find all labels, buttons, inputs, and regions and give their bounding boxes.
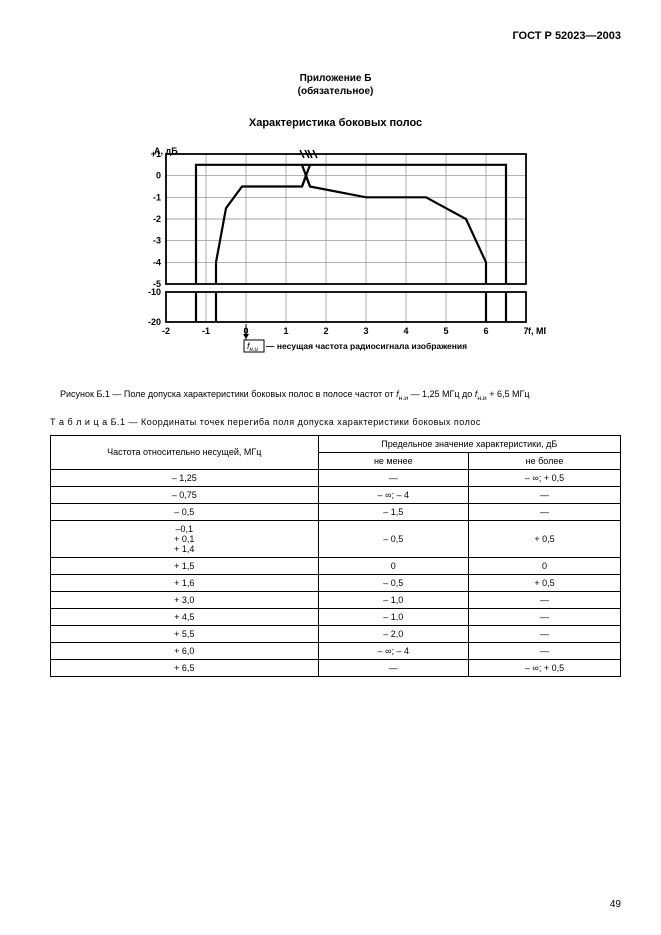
col-group-header: Предельное значение характеристики, дБ: [318, 435, 620, 452]
cell-freq: + 6,0: [51, 642, 319, 659]
section-title: Характеристика боковых полос: [50, 117, 621, 129]
document-id: ГОСТ Р 52023—2003: [50, 30, 621, 42]
cell-min: – 2,0: [318, 625, 468, 642]
svg-text:3: 3: [363, 326, 368, 336]
cell-freq: – 1,25: [51, 469, 319, 486]
col1-header: Частота относительно несущей, МГц: [51, 435, 319, 469]
svg-text:-1: -1: [201, 326, 209, 336]
table-row: + 6,5—– ∞; + 0,5: [51, 659, 621, 676]
cell-freq: + 6,5: [51, 659, 319, 676]
svg-text:-2: -2: [161, 326, 169, 336]
table-row: + 5,5– 2,0—: [51, 625, 621, 642]
cell-max: —: [468, 591, 620, 608]
table-row: –0,1 + 0,1 + 1,4– 0,5+ 0,5: [51, 520, 621, 557]
svg-text:6: 6: [483, 326, 488, 336]
cell-freq: – 0,5: [51, 503, 319, 520]
cell-freq: + 3,0: [51, 591, 319, 608]
svg-text:-1: -1: [152, 192, 160, 202]
cell-freq: + 4,5: [51, 608, 319, 625]
fig-sub1: н.и: [399, 395, 408, 402]
table-body: – 1,25—– ∞; + 0,5– 0,75– ∞; – 4—– 0,5– 1…: [51, 469, 621, 676]
cell-max: —: [468, 625, 620, 642]
cell-min: – 1,0: [318, 591, 468, 608]
cell-min: —: [318, 659, 468, 676]
svg-text:— несущая частота радиосигнала: — несущая частота радиосигнала изображен…: [266, 341, 467, 351]
svg-text:f, МГц: f, МГц: [528, 326, 546, 336]
cell-min: – 1,0: [318, 608, 468, 625]
fig-caption-prefix: Рисунок Б.1 — Поле допуска характеристик…: [60, 389, 396, 399]
svg-text:fн.и: fн.и: [247, 341, 258, 353]
cell-max: —: [468, 503, 620, 520]
cell-min: – 0,5: [318, 520, 468, 557]
svg-text:5: 5: [443, 326, 448, 336]
cell-min: —: [318, 469, 468, 486]
svg-text:-10: -10: [147, 287, 160, 297]
page: ГОСТ Р 52023—2003 Приложение Б (обязател…: [0, 0, 661, 935]
cell-max: + 0,5: [468, 520, 620, 557]
svg-text:4: 4: [403, 326, 408, 336]
table-row: + 1,6– 0,5+ 0,5: [51, 574, 621, 591]
table-row: + 1,500: [51, 557, 621, 574]
cell-max: + 0,5: [468, 574, 620, 591]
breakpoints-table: Частота относительно несущей, МГц Предел…: [50, 435, 621, 677]
cell-min: 0: [318, 557, 468, 574]
cell-min: – 0,5: [318, 574, 468, 591]
svg-text:0: 0: [155, 171, 160, 181]
cell-freq: – 0,75: [51, 486, 319, 503]
table-row: – 0,5– 1,5—: [51, 503, 621, 520]
svg-text:1: 1: [283, 326, 288, 336]
sideband-chart: A, дБ+10-1-2-3-4-5-10-20-2-101234567f, М…: [126, 144, 546, 379]
figure-caption: Рисунок Б.1 — Поле допуска характеристик…: [50, 389, 621, 402]
table-row: + 6,0– ∞; – 4—: [51, 642, 621, 659]
cell-max: 0: [468, 557, 620, 574]
table-row: + 4,5– 1,0—: [51, 608, 621, 625]
col2-header: не менее: [318, 452, 468, 469]
svg-text:-3: -3: [152, 236, 160, 246]
fig-suffix: + 6,5 МГц: [487, 389, 530, 399]
col3-header: не более: [468, 452, 620, 469]
table-row: + 3,0– 1,0—: [51, 591, 621, 608]
svg-text:2: 2: [323, 326, 328, 336]
cell-freq: + 5,5: [51, 625, 319, 642]
chart-svg: A, дБ+10-1-2-3-4-5-10-20-2-101234567f, М…: [126, 144, 546, 374]
table-row: – 1,25—– ∞; + 0,5: [51, 469, 621, 486]
cell-freq: –0,1 + 0,1 + 1,4: [51, 520, 319, 557]
cell-freq: + 1,6: [51, 574, 319, 591]
cell-min: – 1,5: [318, 503, 468, 520]
cell-freq: + 1,5: [51, 557, 319, 574]
svg-text:+1: +1: [150, 149, 160, 159]
appendix-label: Приложение Б: [50, 72, 621, 86]
page-number: 49: [610, 899, 621, 910]
fig-mid: — 1,25 МГц до: [408, 389, 475, 399]
cell-max: —: [468, 608, 620, 625]
cell-max: – ∞; + 0,5: [468, 469, 620, 486]
cell-min: – ∞; – 4: [318, 486, 468, 503]
cell-max: – ∞; + 0,5: [468, 659, 620, 676]
appendix-mandatory: (обязательное): [50, 86, 621, 97]
svg-text:-20: -20: [147, 317, 160, 327]
cell-max: —: [468, 642, 620, 659]
table-row: – 0,75– ∞; – 4—: [51, 486, 621, 503]
svg-text:-2: -2: [152, 214, 160, 224]
fig-sub2: н.и: [477, 395, 486, 402]
svg-text:-4: -4: [152, 257, 160, 267]
cell-max: —: [468, 486, 620, 503]
cell-min: – ∞; – 4: [318, 642, 468, 659]
table-caption: Т а б л и ц а Б.1 — Координаты точек пер…: [50, 417, 621, 427]
